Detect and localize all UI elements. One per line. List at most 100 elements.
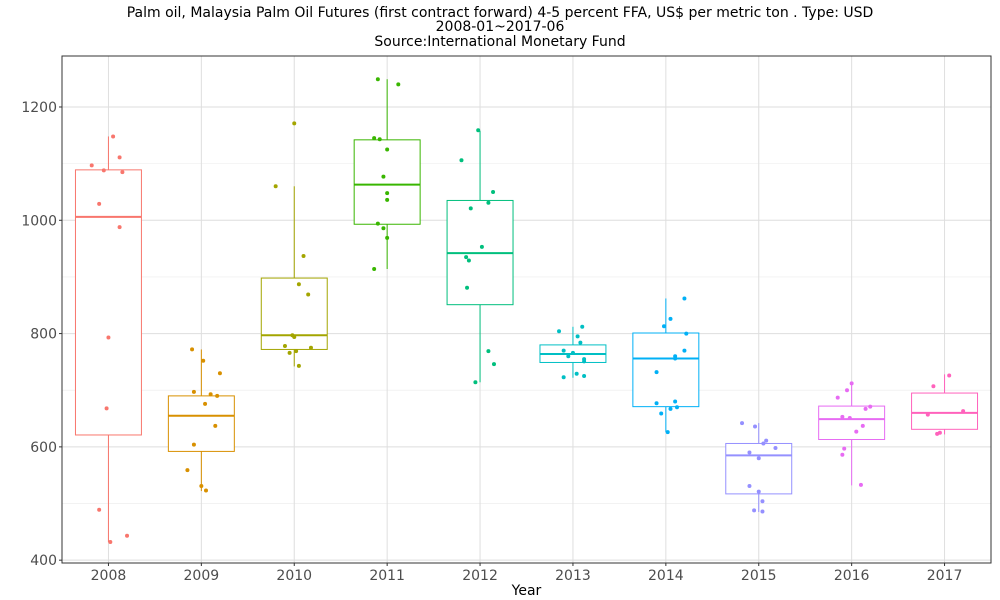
data-point [381,226,386,231]
data-point [476,128,481,133]
data-point [668,316,673,321]
data-point [773,446,778,451]
data-point [308,345,313,350]
data-point [117,155,122,160]
data-point [459,158,464,163]
data-point [203,488,208,493]
data-point [491,189,496,194]
x-tick-label: 2010 [276,568,312,584]
data-point [760,509,765,514]
data-point [377,137,382,142]
data-point [925,412,930,417]
data-point [858,482,863,487]
data-point [849,381,854,386]
data-point [97,507,102,512]
y-tick-label: 400 [30,553,57,569]
data-point [566,354,571,359]
box-2008 [74,169,142,436]
data-point [375,221,380,226]
data-point [106,335,111,340]
data-point [863,406,868,411]
data-point [191,389,196,394]
chart-subtitle: 2008-01~2017-06 [435,19,565,35]
data-point [752,508,757,513]
data-point [287,350,292,355]
data-point [104,406,109,411]
data-point [761,441,766,446]
x-tick-label: 2011 [369,568,405,584]
data-point [673,399,678,404]
data-point [97,201,102,206]
data-point [578,340,583,345]
data-point [935,431,940,436]
data-point [306,292,311,297]
data-point [125,533,130,538]
box-2014 [632,332,700,408]
data-point [661,324,666,329]
data-point [385,197,390,202]
data-point [465,285,470,290]
data-point [296,282,301,287]
data-point [574,371,579,376]
plot-panel [62,56,991,563]
data-point [301,253,306,258]
data-point [582,359,587,364]
x-tick-label: 2016 [834,568,870,584]
data-point [385,191,390,196]
data-point [468,206,473,211]
box-2011 [353,139,421,225]
y-tick-label: 1200 [21,100,57,116]
data-point [659,411,664,416]
data-point [961,409,966,414]
x-tick-label: 2008 [91,568,127,584]
data-point [372,266,377,271]
data-point [294,349,299,354]
data-point [191,442,196,447]
data-point [835,395,840,400]
data-point [682,348,687,353]
data-point [674,405,679,410]
data-point [215,393,220,398]
data-point [668,406,673,411]
data-point [580,324,585,329]
data-point [747,483,752,488]
data-point [684,331,689,336]
data-point [466,258,471,263]
data-point [740,421,745,426]
data-point [185,468,190,473]
data-point [845,388,850,393]
data-point [201,358,206,363]
data-point [464,255,469,260]
x-tick-label: 2013 [555,568,591,584]
data-point [396,82,401,87]
data-point [213,423,218,428]
data-point [203,401,208,406]
data-point [760,499,765,504]
data-point [89,163,94,168]
data-point [947,373,952,378]
data-point [860,423,865,428]
chart-source: Source:International Monetary Fund [374,34,626,50]
y-tick-label: 600 [30,440,57,456]
data-point [486,200,491,205]
data-point [842,446,847,451]
data-point [747,450,752,455]
data-point [473,380,478,385]
box-2015 [725,442,793,495]
data-point [190,347,195,352]
data-point [486,349,491,354]
data-point [840,452,845,457]
data-point [385,147,390,152]
data-point [491,362,496,367]
data-point [582,374,587,379]
data-point [575,334,580,339]
data-point [840,414,845,419]
data-point [101,168,106,173]
data-point [292,334,297,339]
data-point [296,363,301,368]
data-point [372,136,377,141]
y-tick-label: 800 [30,327,57,343]
data-point [217,371,222,376]
x-tick-label: 2012 [462,568,498,584]
